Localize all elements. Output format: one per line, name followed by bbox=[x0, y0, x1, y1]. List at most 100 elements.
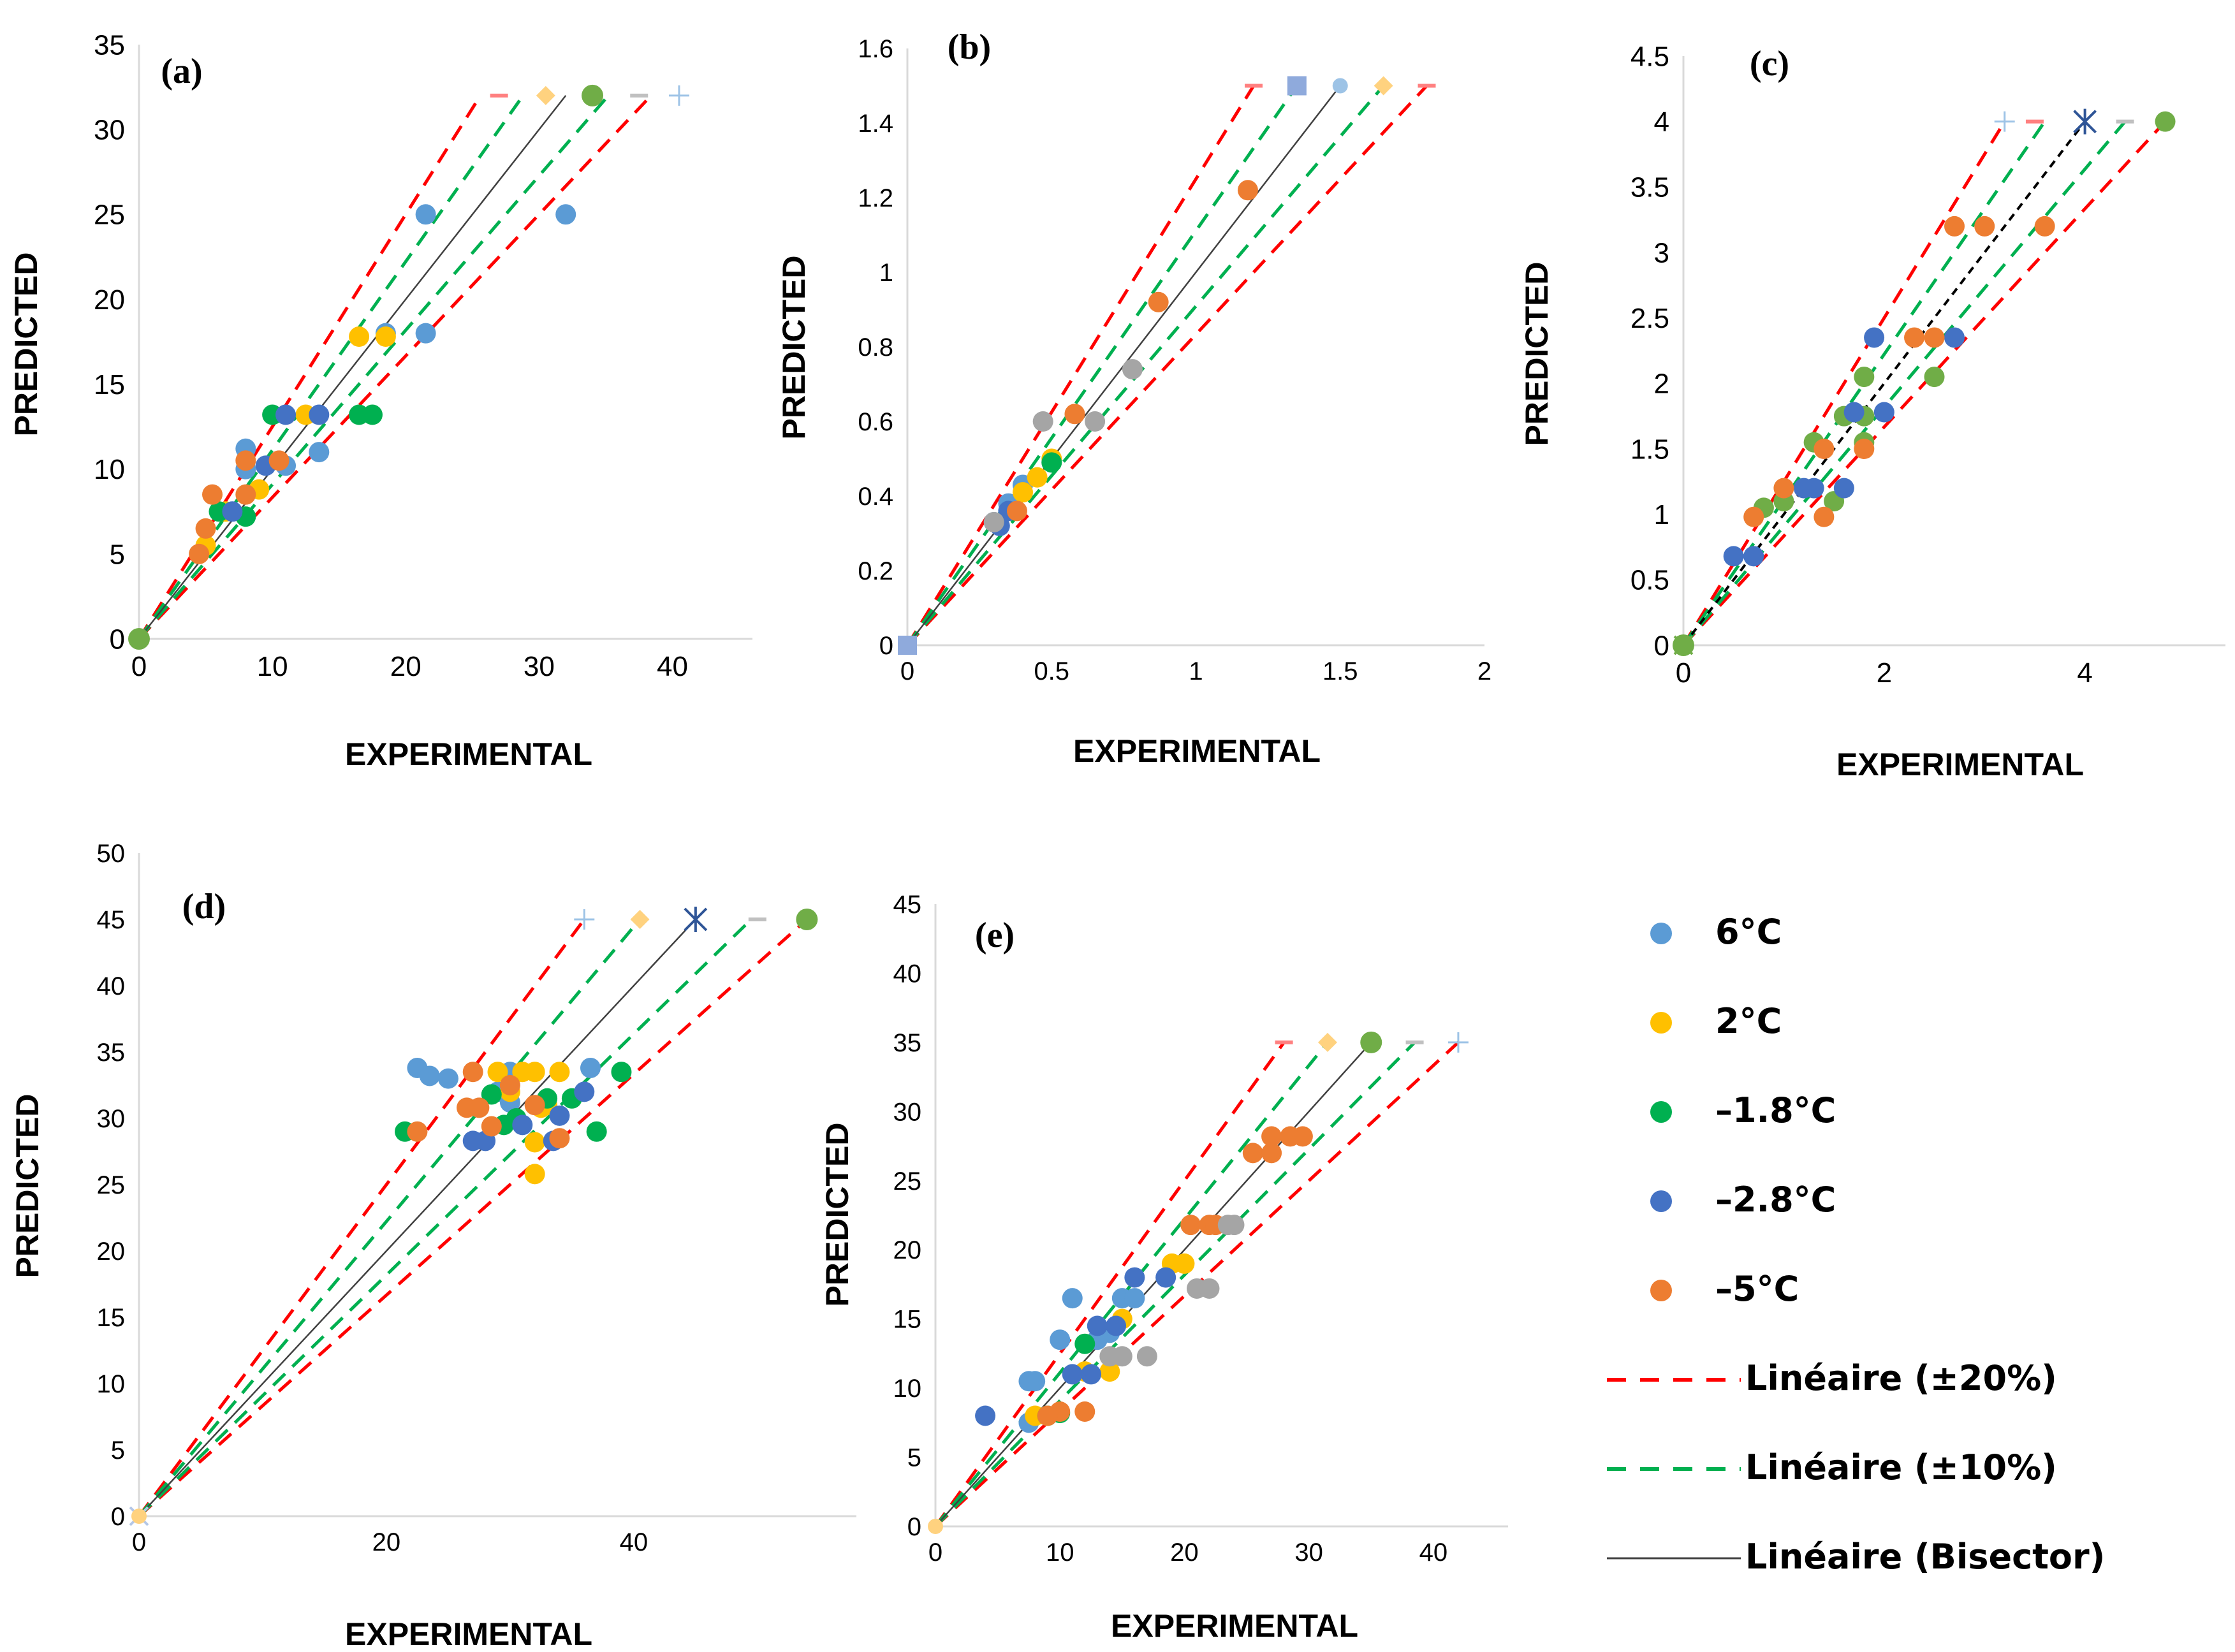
panel-a-data-point bbox=[375, 326, 396, 347]
panel-a-red-lower-line bbox=[138, 94, 652, 640]
panel-d-marker-circle-small bbox=[131, 1509, 147, 1524]
panel-b-data-point bbox=[1027, 467, 1048, 488]
panel-b-x-tick-label: 0 bbox=[900, 657, 914, 685]
panel-b-marker-square bbox=[1287, 76, 1307, 96]
panel-d-marker-star bbox=[684, 907, 708, 932]
panel-a-y-axis-title: PREDICTED bbox=[8, 252, 44, 437]
panel-b: 0 0.5 1 1.5 2 0 0.2 0.4 0.6 0.8 1 1.2 1.4 1.6 EXPERIME… bbox=[776, 27, 1491, 769]
panel-d-x-tick-label: 0 bbox=[132, 1528, 146, 1556]
panel-b-y-axis-title: PREDICTED bbox=[776, 256, 812, 440]
panel-a-data-point bbox=[415, 323, 436, 344]
panel-e-data-point bbox=[1087, 1315, 1108, 1336]
panel-a-series-5-c bbox=[189, 450, 289, 564]
panel-a-data-point bbox=[235, 484, 256, 505]
panel-c-data-point bbox=[1924, 327, 1945, 348]
legend: 6°C 2°C –1.8°C –2.8°C –5°C Linéaire (±20%) Lin… bbox=[1607, 912, 2105, 1577]
panel-e-y-tick-label: 40 bbox=[893, 960, 922, 988]
legend-label: –2.8°C bbox=[1715, 1180, 1836, 1220]
panel-e-y-tick-label: 10 bbox=[893, 1375, 922, 1403]
panel-d-y-tick-label: 25 bbox=[97, 1171, 126, 1199]
panel-c-x-tick-label: 0 bbox=[1676, 657, 1691, 689]
panel-e-data-point bbox=[1124, 1267, 1145, 1288]
panel-a-marker-plus bbox=[668, 85, 689, 106]
panel-a-series-2-c bbox=[195, 326, 396, 556]
panel-b-series-5-c bbox=[1006, 180, 1258, 522]
panel-a-x-axis-title: EXPERIMENTAL bbox=[345, 736, 592, 772]
panel-b-data-point bbox=[1122, 359, 1143, 380]
panel-c-label: (c) bbox=[1750, 44, 1789, 84]
panel-a-series-6-c bbox=[235, 204, 576, 479]
panel-a-y-tick-label: 25 bbox=[94, 200, 125, 231]
panel-d-marker-plus bbox=[574, 909, 595, 930]
panel-a-x-tick-label: 30 bbox=[524, 651, 555, 682]
panel-d-marker-circle bbox=[796, 909, 818, 930]
panel-c-data-point bbox=[1814, 439, 1835, 459]
panel-c-bisector-line bbox=[1682, 121, 2086, 647]
panel-e-series-2-8-c bbox=[975, 1267, 1176, 1426]
panel-d-data-point bbox=[512, 1115, 533, 1136]
panel-e-marker-circle bbox=[1360, 1031, 1382, 1053]
panel-a-marker-circle bbox=[128, 628, 150, 650]
panel-c-y-tick-label: 3.5 bbox=[1630, 172, 1669, 203]
panel-e-data-point bbox=[1261, 1126, 1282, 1147]
panel-a-data-point bbox=[362, 404, 383, 425]
panel-b-x-axis-title: EXPERIMENTAL bbox=[1073, 733, 1321, 769]
panel-c-data-point bbox=[2155, 111, 2176, 132]
legend-swatch-dot bbox=[1650, 1012, 1672, 1034]
panel-c-data-point bbox=[1803, 478, 1824, 499]
panel-d-y-tick-label: 35 bbox=[97, 1039, 126, 1067]
panel-c-series-2-8-c bbox=[1723, 327, 1965, 567]
panel-c-y-tick-label: 1 bbox=[1654, 499, 1669, 530]
panel-a-x-tick-label: 20 bbox=[390, 651, 421, 682]
panel-b-y-tick-label: 1.4 bbox=[858, 110, 893, 138]
panel-a-green-lower-line bbox=[138, 94, 610, 640]
panel-c-data-point bbox=[1833, 478, 1854, 499]
panel-d-data-point bbox=[524, 1164, 545, 1185]
panel-b-data-point bbox=[983, 511, 1004, 532]
panel-b-y-tick-label: 0.8 bbox=[858, 333, 893, 362]
panel-b-data-point bbox=[1064, 404, 1085, 425]
panel-d-x-tick-label: 40 bbox=[620, 1528, 649, 1556]
panel-c-y-tick-label: 0 bbox=[1654, 630, 1669, 661]
panel-e-green-upper-line bbox=[934, 1041, 1329, 1528]
panel-b-series-1-8-c bbox=[1041, 452, 1062, 473]
legend-item-5-c: –5°C bbox=[1650, 1269, 1799, 1309]
panel-b-red-lower-line bbox=[906, 84, 1428, 647]
panel-b-y-tick-label: 0.4 bbox=[858, 483, 893, 511]
panel-d-y-tick-label: 50 bbox=[97, 840, 126, 868]
panel-b-data-point bbox=[1237, 180, 1258, 201]
panel-e-x-tick-label: 0 bbox=[928, 1539, 942, 1567]
panel-c-data-point bbox=[1854, 439, 1875, 459]
panel-c-data-point bbox=[1814, 506, 1835, 527]
panel-d-data-point bbox=[419, 1065, 440, 1086]
panel-e-data-point bbox=[1242, 1143, 1263, 1164]
panel-a-x-tick-label: 10 bbox=[257, 651, 288, 682]
legend-item-6-c: 6°C bbox=[1650, 912, 1782, 952]
panel-b-data-point bbox=[1013, 482, 1033, 503]
panel-e-data-point bbox=[1062, 1288, 1083, 1309]
panel-c-data-point bbox=[1743, 546, 1764, 567]
legend-label: 6°C bbox=[1715, 912, 1782, 952]
panel-d-data-point bbox=[524, 1062, 545, 1083]
panel-e-data-point bbox=[1124, 1288, 1145, 1309]
panel-d-data-point bbox=[481, 1084, 502, 1105]
panel-c-y-tick-label: 1.5 bbox=[1630, 434, 1669, 465]
panel-c-y-axis-title: PREDICTED bbox=[1519, 262, 1555, 446]
panel-b-data-point bbox=[1085, 411, 1106, 432]
panel-a-y-tick-label: 0 bbox=[110, 624, 125, 655]
panel-d-data-point bbox=[487, 1062, 508, 1083]
panel-d: 0 20 40 0 5 10 15 20 25 30 35 40 45 50 EXPERIMENTAL PRE… bbox=[10, 840, 856, 1652]
panel-c-marker-x bbox=[1673, 635, 1694, 655]
panel-a-y-tick-label: 15 bbox=[94, 369, 125, 400]
panel-d-y-tick-label: 45 bbox=[97, 906, 126, 934]
panel-d-green-lower-line bbox=[138, 918, 752, 1517]
panel-c-data-point bbox=[1864, 327, 1885, 348]
panel-d-bisector-line bbox=[138, 919, 696, 1517]
panel-d-y-tick-label: 40 bbox=[97, 972, 126, 1000]
panel-d-data-point bbox=[481, 1116, 502, 1137]
panel-b-y-tick-label: 0.2 bbox=[858, 557, 893, 585]
panel-d-data-point bbox=[549, 1128, 570, 1149]
panel-e-data-point bbox=[1099, 1361, 1120, 1382]
panel-e-data-point bbox=[1106, 1315, 1127, 1336]
